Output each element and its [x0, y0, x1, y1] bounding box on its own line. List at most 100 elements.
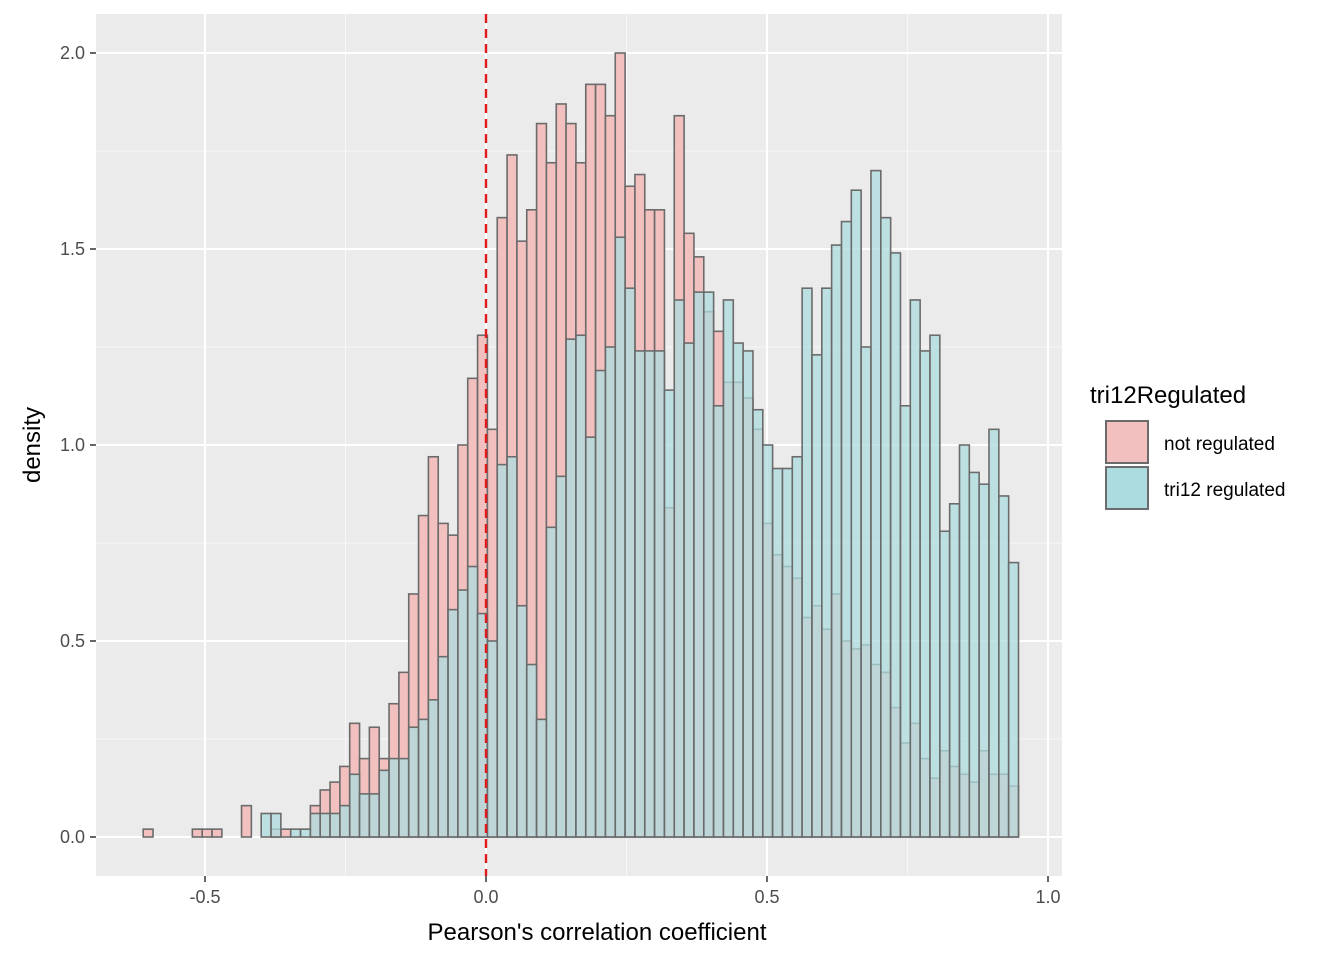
histogram-bar	[368, 793, 381, 838]
histogram-bar	[653, 350, 666, 838]
legend-title: tri12Regulated	[1090, 382, 1246, 409]
histogram-bar	[998, 495, 1010, 838]
histogram-bar	[870, 169, 882, 838]
histogram-bar	[329, 812, 341, 838]
histogram-bar	[211, 828, 223, 838]
histogram-bar	[781, 467, 794, 838]
histogram-bar	[929, 334, 941, 838]
histogram-bar	[939, 530, 951, 838]
histogram-bar	[712, 404, 725, 838]
legend: tri12Regulated not regulated tri12 regul…	[1090, 382, 1285, 510]
histogram-bar	[643, 350, 656, 838]
histogram-bar	[299, 828, 312, 838]
histogram-bar	[673, 299, 685, 838]
x-tick-label: -0.5	[189, 887, 220, 907]
legend-key-tri12-regulated	[1105, 466, 1149, 510]
histogram-bar	[683, 342, 695, 838]
histogram-bar	[506, 455, 518, 838]
y-tick-label: 0.0	[60, 827, 85, 847]
histogram-bar	[348, 773, 361, 838]
histogram-bar	[693, 291, 705, 838]
histogram-bar	[466, 565, 479, 838]
series-tri12-regulated-bars	[260, 169, 1020, 838]
histogram-bar	[565, 338, 577, 838]
histogram-bar	[201, 828, 213, 838]
histogram-bar	[880, 216, 892, 838]
histogram-bar	[525, 663, 538, 838]
histogram-bar	[840, 220, 853, 838]
histogram-bar	[447, 608, 459, 838]
legend-label-tri12-regulated: tri12 regulated	[1164, 480, 1285, 501]
histogram-bar	[988, 428, 1000, 838]
histogram-bar	[771, 467, 784, 838]
histogram-bar	[752, 408, 764, 838]
histogram-bar	[457, 589, 469, 838]
histogram-bar	[742, 350, 754, 838]
histogram-bar	[270, 812, 282, 838]
histogram-bar	[791, 455, 803, 838]
histogram-bar	[260, 812, 272, 838]
histogram-bar	[388, 757, 400, 838]
histogram-bar	[830, 244, 843, 838]
histogram-bar	[417, 718, 430, 838]
histogram-bar	[555, 475, 567, 838]
legend-key-not-regulated	[1105, 420, 1149, 464]
histogram-bar	[732, 342, 744, 838]
y-tick-label: 1.0	[60, 435, 85, 455]
histogram-bar	[860, 346, 872, 838]
histogram-bar	[496, 463, 508, 838]
legend-label-not-regulated: not regulated	[1164, 434, 1275, 455]
histogram-bar	[535, 718, 548, 838]
x-tick-label: 0.0	[473, 887, 498, 907]
histogram-bar	[575, 334, 587, 838]
histogram-bar	[378, 769, 390, 838]
histogram-bar	[309, 812, 322, 838]
histogram-bar	[702, 291, 715, 838]
histogram-bar	[437, 655, 449, 838]
histogram-bar	[240, 804, 253, 838]
histogram-bar	[820, 287, 833, 838]
x-axis-ticks: -0.5 0.0 0.5 1.0	[189, 876, 1061, 907]
y-axis-title: density	[19, 407, 46, 483]
y-tick-label: 1.5	[60, 239, 85, 259]
histogram-bar	[427, 698, 440, 838]
histogram-bar	[978, 483, 990, 838]
histogram-bar	[899, 404, 912, 838]
histogram-bar	[919, 350, 931, 838]
histogram-bar	[663, 389, 676, 838]
histogram-bar	[319, 812, 331, 838]
histogram-bar	[584, 436, 597, 838]
y-tick-label: 2.0	[60, 43, 85, 63]
histogram-bar	[398, 757, 410, 838]
histogram-bar	[968, 471, 980, 838]
histogram-bar	[634, 350, 646, 838]
histogram-bar	[948, 502, 961, 838]
histogram-bar	[889, 252, 902, 838]
histogram-bar	[358, 793, 371, 838]
histogram-bar	[761, 444, 774, 838]
histogram-bar	[142, 828, 154, 838]
histogram-bar	[280, 828, 292, 838]
x-axis-title: Pearson's correlation coefficient	[428, 919, 767, 946]
histogram-bar	[289, 828, 302, 838]
histogram-bar	[604, 346, 617, 838]
histogram-bar	[486, 640, 499, 838]
histogram-bar	[407, 726, 420, 838]
histogram-bar	[191, 828, 203, 838]
histogram-bar	[594, 369, 607, 838]
y-axis-ticks: 0.0 0.5 1.0 1.5 2.0	[60, 43, 96, 847]
histogram-bar	[909, 299, 921, 838]
histogram-bar	[722, 299, 735, 838]
histogram-bar	[339, 804, 351, 838]
histogram-bar	[801, 287, 813, 838]
x-tick-label: 0.5	[754, 887, 779, 907]
histogram-bar	[516, 604, 528, 838]
histogram-bar	[850, 189, 862, 838]
histogram-bar	[614, 236, 626, 838]
histogram-bar	[958, 444, 971, 838]
histogram-bar	[624, 287, 636, 838]
histogram-bar	[811, 354, 823, 838]
histogram-bar	[1007, 561, 1020, 838]
x-tick-label: 1.0	[1035, 887, 1060, 907]
